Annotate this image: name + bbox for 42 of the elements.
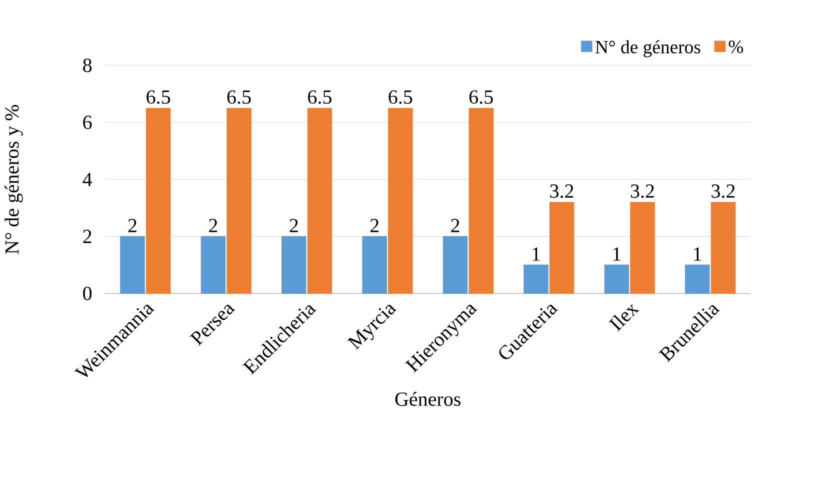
bar [684, 264, 710, 294]
data-label: 2 [128, 218, 136, 232]
x-tick-label: Ilex [608, 304, 640, 332]
bar [146, 108, 171, 294]
bar [282, 236, 306, 294]
bar [604, 264, 630, 294]
data-label: 6.5 [469, 90, 493, 104]
x-axis-title: Géneros [395, 392, 460, 406]
bar [468, 108, 494, 294]
y-tick-label: 8 [83, 58, 92, 72]
data-label: 2 [209, 218, 218, 232]
data-label: 2 [370, 218, 378, 232]
y-tick-label: 2 [83, 230, 92, 244]
bar [388, 108, 413, 294]
bar [549, 202, 574, 294]
legend-label: N° de géneros [595, 40, 700, 58]
bar [524, 264, 548, 294]
y-tick-label: 0 [83, 286, 92, 300]
data-label: 6.5 [227, 90, 251, 104]
data-label: 6.5 [308, 90, 332, 104]
bar [362, 236, 387, 294]
bar [442, 236, 468, 294]
data-label: 1 [532, 248, 540, 261]
bar [630, 202, 655, 294]
data-label: 3.2 [630, 184, 654, 198]
data-label: 2 [290, 218, 298, 232]
y-axis-title: N° de géneros y % [4, 105, 23, 254]
data-label: 3.2 [550, 184, 574, 198]
data-label: 6.5 [388, 90, 412, 104]
data-label: 3.2 [712, 184, 735, 198]
bar [226, 108, 252, 294]
bar [200, 236, 226, 294]
data-label: 2 [451, 218, 460, 232]
bar [120, 236, 145, 294]
data-label: 6.5 [146, 90, 170, 104]
data-label: 1 [613, 248, 620, 261]
data-label: 1 [694, 248, 702, 261]
bar [710, 202, 736, 294]
y-tick-label: 6 [83, 116, 92, 130]
bar [307, 108, 332, 294]
y-tick-label: 4 [82, 172, 92, 186]
legend-label: % [728, 40, 744, 54]
